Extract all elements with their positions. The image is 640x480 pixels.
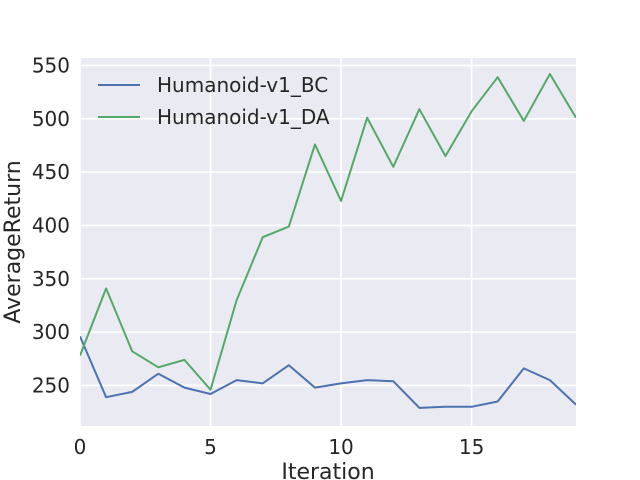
series-line-2 [80, 73, 576, 391]
x-tick-label: 10 [328, 435, 353, 459]
grid-lines [79, 58, 576, 426]
y-tick-label: 300 [32, 320, 70, 344]
x-tick-label: 15 [459, 435, 484, 459]
x-tick-labels: 0 5 10 15 [74, 435, 485, 459]
y-tick-label: 250 [32, 373, 70, 397]
legend-label: Humanoid-v1_DA [157, 105, 330, 129]
y-tick-label: 500 [32, 107, 70, 131]
legend: Humanoid-v1_BC Humanoid-v1_DA [98, 73, 330, 129]
x-tick-label: 5 [204, 435, 217, 459]
y-axis-title: AverageReturn [1, 160, 26, 323]
y-tick-label: 400 [32, 213, 70, 237]
series-line-1 [80, 336, 576, 409]
y-tick-labels: 250 300 350 400 450 500 550 [32, 53, 70, 397]
y-tick-label: 350 [32, 267, 70, 291]
x-axis-title: Iteration [281, 460, 374, 480]
legend-label: Humanoid-v1_BC [157, 73, 328, 97]
y-tick-label: 550 [32, 53, 70, 77]
series-lines [80, 73, 576, 409]
x-tick-label: 0 [74, 435, 87, 459]
y-tick-label: 450 [32, 160, 70, 184]
